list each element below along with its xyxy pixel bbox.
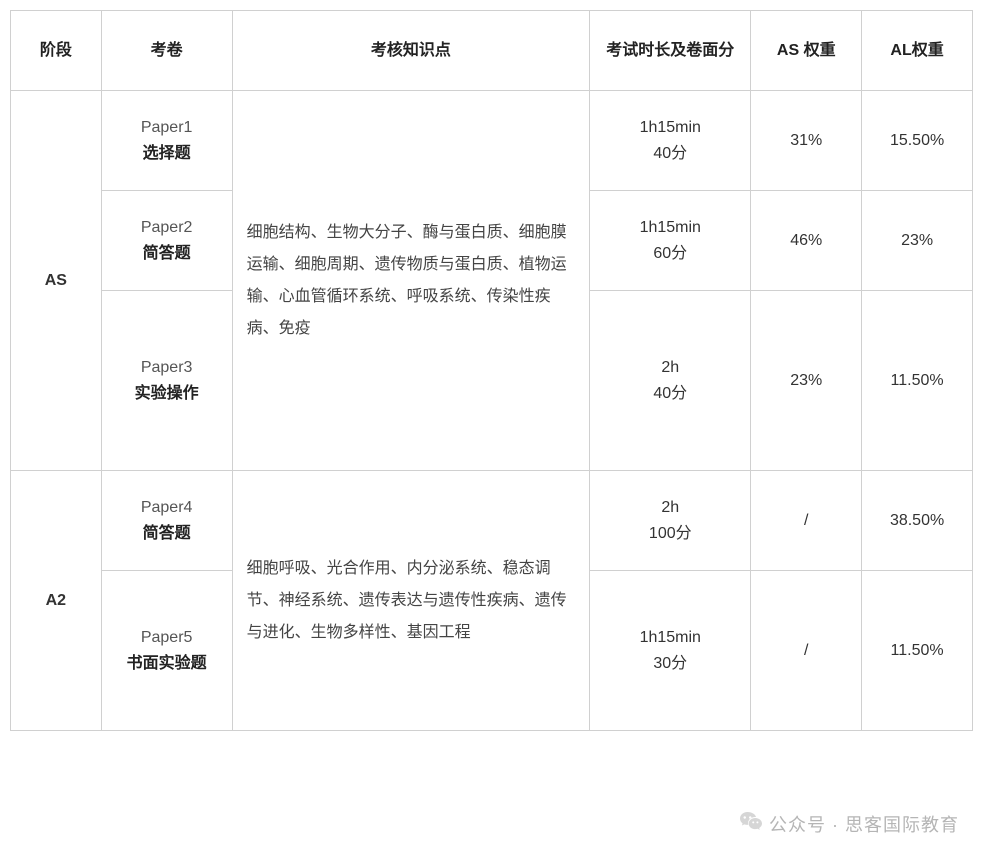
marks-value: 40分 xyxy=(596,141,744,167)
duration-cell: 1h15min 30分 xyxy=(590,571,751,731)
as-weight-cell: / xyxy=(751,571,862,731)
al-weight-cell: 15.50% xyxy=(862,91,973,191)
header-paper: 考卷 xyxy=(101,11,232,91)
duration-value: 1h15min xyxy=(596,215,744,241)
paper-cell: Paper3 实验操作 xyxy=(101,291,232,471)
header-stage: 阶段 xyxy=(11,11,102,91)
topics-cell-a2: 细胞呼吸、光合作用、内分泌系统、稳态调节、神经系统、遗传表达与遗传性疾病、遗传与… xyxy=(232,471,590,731)
watermark-prefix: 公众号 · xyxy=(769,811,839,837)
paper-type: 简答题 xyxy=(143,525,191,542)
paper-type: 书面实验题 xyxy=(127,655,207,672)
duration-value: 1h15min xyxy=(596,625,744,651)
paper-type: 实验操作 xyxy=(135,385,199,402)
marks-value: 100分 xyxy=(596,521,744,547)
as-weight-cell: 31% xyxy=(751,91,862,191)
header-al-weight: AL权重 xyxy=(862,11,973,91)
watermark-name: 思客国际教育 xyxy=(845,811,959,837)
as-weight-cell: 46% xyxy=(751,191,862,291)
marks-value: 30分 xyxy=(596,651,744,677)
al-weight-cell: 11.50% xyxy=(862,571,973,731)
as-weight-cell: / xyxy=(751,471,862,571)
stage-cell-a2: A2 xyxy=(11,471,102,731)
paper-cell: Paper1 选择题 xyxy=(101,91,232,191)
header-duration: 考试时长及卷面分 xyxy=(590,11,751,91)
duration-value: 2h xyxy=(596,495,744,521)
marks-value: 60分 xyxy=(596,241,744,267)
paper-name: Paper5 xyxy=(141,629,193,646)
al-weight-cell: 23% xyxy=(862,191,973,291)
marks-value: 40分 xyxy=(596,381,744,407)
duration-cell: 1h15min 40分 xyxy=(590,91,751,191)
header-topics: 考核知识点 xyxy=(232,11,590,91)
watermark: 公众号 · 思客国际教育 xyxy=(739,809,959,838)
paper-type: 选择题 xyxy=(143,145,191,162)
stage-cell-as: AS xyxy=(11,91,102,471)
paper-name: Paper2 xyxy=(141,219,193,236)
header-as-weight: AS 权重 xyxy=(751,11,862,91)
table-row: A2 Paper4 简答题 细胞呼吸、光合作用、内分泌系统、稳态调节、神经系统、… xyxy=(11,471,973,571)
paper-type: 简答题 xyxy=(143,245,191,262)
duration-cell: 2h 100分 xyxy=(590,471,751,571)
duration-cell: 1h15min 60分 xyxy=(590,191,751,291)
duration-value: 2h xyxy=(596,355,744,381)
paper-cell: Paper4 简答题 xyxy=(101,471,232,571)
wechat-icon xyxy=(739,809,763,838)
paper-cell: Paper5 书面实验题 xyxy=(101,571,232,731)
paper-name: Paper3 xyxy=(141,359,193,376)
duration-value: 1h15min xyxy=(596,115,744,141)
paper-name: Paper4 xyxy=(141,499,193,516)
table-header-row: 阶段 考卷 考核知识点 考试时长及卷面分 AS 权重 AL权重 xyxy=(11,11,973,91)
al-weight-cell: 38.50% xyxy=(862,471,973,571)
paper-name: Paper1 xyxy=(141,119,193,136)
exam-structure-table: 阶段 考卷 考核知识点 考试时长及卷面分 AS 权重 AL权重 AS Paper… xyxy=(10,10,973,731)
duration-cell: 2h 40分 xyxy=(590,291,751,471)
al-weight-cell: 11.50% xyxy=(862,291,973,471)
paper-cell: Paper2 简答题 xyxy=(101,191,232,291)
as-weight-cell: 23% xyxy=(751,291,862,471)
table-row: AS Paper1 选择题 细胞结构、生物大分子、酶与蛋白质、细胞膜运输、细胞周… xyxy=(11,91,973,191)
topics-cell-as: 细胞结构、生物大分子、酶与蛋白质、细胞膜运输、细胞周期、遗传物质与蛋白质、植物运… xyxy=(232,91,590,471)
